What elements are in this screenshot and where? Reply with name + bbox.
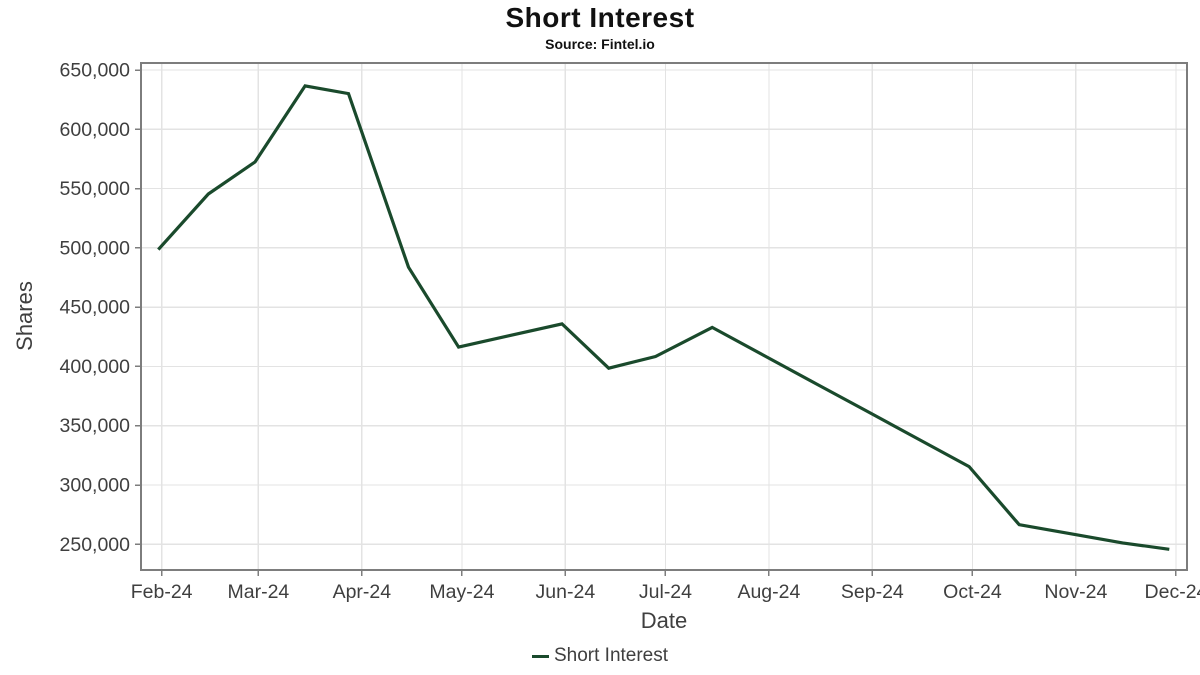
y-tick-label: 550,000 bbox=[60, 178, 131, 200]
x-tick-label: Aug-24 bbox=[737, 581, 800, 603]
y-tick-label: 650,000 bbox=[60, 60, 131, 82]
chart-source-subtitle: Source: Fintel.io bbox=[545, 36, 655, 52]
x-tick-label: Jul-24 bbox=[639, 581, 692, 603]
x-tick-label: Dec-24 bbox=[1145, 581, 1200, 603]
legend-line-icon bbox=[531, 654, 549, 658]
chart-title: Short Interest bbox=[505, 2, 695, 33]
legend: Short Interest bbox=[0, 645, 1200, 667]
x-tick-label: Mar-24 bbox=[228, 581, 290, 603]
x-tick-label: Apr-24 bbox=[333, 581, 392, 603]
plot-border bbox=[140, 62, 1188, 571]
legend-label: Short Interest bbox=[553, 645, 669, 666]
y-tick-label: 450,000 bbox=[60, 297, 131, 319]
x-tick-label: Nov-24 bbox=[1044, 581, 1107, 603]
x-tick-label: May-24 bbox=[429, 581, 494, 603]
y-tick-label: 250,000 bbox=[60, 534, 131, 556]
y-tick-label: 400,000 bbox=[60, 356, 131, 378]
x-axis-title: Date bbox=[640, 608, 688, 633]
y-tick-label: 300,000 bbox=[60, 475, 131, 497]
x-tick-label: Feb-24 bbox=[131, 581, 193, 603]
series-line bbox=[157, 84, 1170, 551]
y-tick-label: 500,000 bbox=[60, 237, 131, 259]
y-axis-title: Shares bbox=[12, 281, 37, 351]
x-tick-label: Jun-24 bbox=[536, 581, 596, 603]
y-tick-label: 600,000 bbox=[60, 119, 131, 141]
x-tick-label: Oct-24 bbox=[943, 581, 1002, 603]
x-tick-label: Sep-24 bbox=[841, 581, 904, 603]
y-tick-label: 350,000 bbox=[60, 415, 131, 437]
